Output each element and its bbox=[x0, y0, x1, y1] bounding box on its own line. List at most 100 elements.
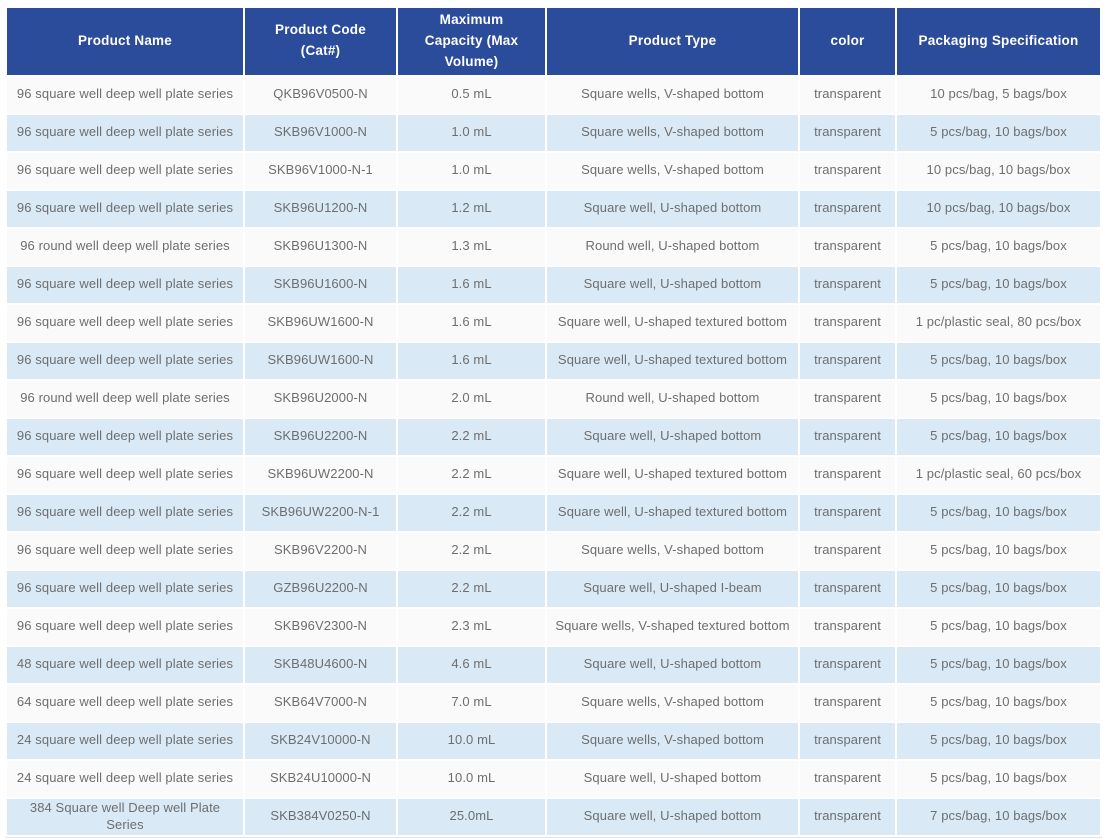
cell-name: 384 Square well Deep well Plate Series bbox=[7, 798, 243, 835]
cell-name: 96 square well deep well plate series bbox=[7, 190, 243, 227]
cell-color: transparent bbox=[800, 190, 895, 227]
cell-capacity: 10.0 mL bbox=[398, 722, 545, 759]
cell-code: SKB96UW1600-N bbox=[245, 304, 396, 341]
cell-type: Square wells, V-shaped bottom bbox=[547, 722, 798, 759]
cell-type: Square well, U-shaped textured bottom bbox=[547, 456, 798, 493]
table-row: 48 square well deep well plate series SKB… bbox=[7, 646, 1100, 683]
cell-color: transparent bbox=[800, 456, 895, 493]
cell-name: 64 square well deep well plate series bbox=[7, 684, 243, 721]
cell-color: transparent bbox=[800, 608, 895, 645]
cell-capacity: 1.2 mL bbox=[398, 190, 545, 227]
cell-color: transparent bbox=[800, 570, 895, 607]
cell-color: transparent bbox=[800, 494, 895, 531]
cell-type: Square well, U-shaped bottom bbox=[547, 190, 798, 227]
cell-code: SKB96UW1600-N bbox=[245, 342, 396, 379]
cell-capacity: 2.2 mL bbox=[398, 570, 545, 607]
cell-type: Round well, U-shaped bottom bbox=[547, 228, 798, 265]
cell-code: SKB384V0250-N bbox=[245, 798, 396, 835]
column-header-packaging: Packaging Specification bbox=[897, 8, 1100, 75]
cell-code: QKB96V0500-N bbox=[245, 76, 396, 113]
cell-code: SKB24U10000-N bbox=[245, 760, 396, 797]
cell-type: Square well, U-shaped textured bottom bbox=[547, 342, 798, 379]
cell-code: SKB96V1000-N-1 bbox=[245, 152, 396, 189]
cell-code: SKB96V2200-N bbox=[245, 532, 396, 569]
table-row: 96 square well deep well plate series SKB… bbox=[7, 494, 1100, 531]
cell-color: transparent bbox=[800, 684, 895, 721]
cell-packaging: 5 pcs/bag, 10 bags/box bbox=[897, 760, 1100, 797]
cell-name: 96 square well deep well plate series bbox=[7, 114, 243, 151]
product-table: Product Name Product Code (Cat#) Maximum C… bbox=[5, 6, 1102, 838]
cell-color: transparent bbox=[800, 380, 895, 417]
cell-type: Square wells, V-shaped bottom bbox=[547, 76, 798, 113]
cell-packaging: 5 pcs/bag, 10 bags/box bbox=[897, 494, 1100, 531]
column-header-type: Product Type bbox=[547, 8, 798, 75]
cell-name: 96 square well deep well plate series bbox=[7, 418, 243, 455]
cell-color: transparent bbox=[800, 646, 895, 683]
cell-color: transparent bbox=[800, 760, 895, 797]
cell-type: Square wells, V-shaped bottom bbox=[547, 152, 798, 189]
table-row: 96 square well deep well plate series SKB… bbox=[7, 342, 1100, 379]
table-row: 24 square well deep well plate series SKB… bbox=[7, 722, 1100, 759]
cell-code: SKB96V2300-N bbox=[245, 608, 396, 645]
cell-capacity: 2.2 mL bbox=[398, 456, 545, 493]
table-row: 96 round well deep well plate series SKB9… bbox=[7, 380, 1100, 417]
cell-type: Square well, U-shaped textured bottom bbox=[547, 494, 798, 531]
cell-packaging: 5 pcs/bag, 10 bags/box bbox=[897, 418, 1100, 455]
cell-color: transparent bbox=[800, 266, 895, 303]
cell-type: Square well, U-shaped bottom bbox=[547, 646, 798, 683]
cell-color: transparent bbox=[800, 342, 895, 379]
cell-code: SKB96U2000-N bbox=[245, 380, 396, 417]
cell-packaging: 7 pcs/bag, 10 bags/box bbox=[897, 798, 1100, 835]
cell-capacity: 2.2 mL bbox=[398, 418, 545, 455]
cell-type: Square wells, V-shaped bottom bbox=[547, 684, 798, 721]
cell-type: Square well, U-shaped textured bottom bbox=[547, 304, 798, 341]
cell-name: 96 square well deep well plate series bbox=[7, 342, 243, 379]
table-row: 384 Square well Deep well Plate Series SK… bbox=[7, 798, 1100, 835]
cell-capacity: 4.6 mL bbox=[398, 646, 545, 683]
cell-capacity: 2.2 mL bbox=[398, 494, 545, 531]
cell-code: SKB48U4600-N bbox=[245, 646, 396, 683]
cell-packaging: 1 pc/plastic seal, 60 pcs/box bbox=[897, 456, 1100, 493]
cell-packaging: 10 pcs/bag, 5 bags/box bbox=[897, 76, 1100, 113]
cell-color: transparent bbox=[800, 114, 895, 151]
cell-name: 24 square well deep well plate series bbox=[7, 722, 243, 759]
table-row: 96 square well deep well plate series SKB… bbox=[7, 532, 1100, 569]
cell-name: 96 round well deep well plate series bbox=[7, 380, 243, 417]
cell-packaging: 5 pcs/bag, 10 bags/box bbox=[897, 228, 1100, 265]
cell-name: 96 square well deep well plate series bbox=[7, 532, 243, 569]
cell-name: 96 square well deep well plate series bbox=[7, 76, 243, 113]
cell-packaging: 1 pc/plastic seal, 80 pcs/box bbox=[897, 304, 1100, 341]
cell-color: transparent bbox=[800, 418, 895, 455]
column-header-code: Product Code (Cat#) bbox=[245, 8, 396, 75]
cell-name: 96 square well deep well plate series bbox=[7, 152, 243, 189]
cell-capacity: 2.3 mL bbox=[398, 608, 545, 645]
cell-type: Square well, U-shaped I-beam bbox=[547, 570, 798, 607]
cell-type: Round well, U-shaped bottom bbox=[547, 380, 798, 417]
cell-name: 96 square well deep well plate series bbox=[7, 570, 243, 607]
cell-capacity: 25.0mL bbox=[398, 798, 545, 835]
table-row: 96 square well deep well plate series SKB… bbox=[7, 418, 1100, 455]
cell-color: transparent bbox=[800, 532, 895, 569]
table-row: 96 square well deep well plate series QKB… bbox=[7, 76, 1100, 113]
column-header-name: Product Name bbox=[7, 8, 243, 75]
cell-name: 96 square well deep well plate series bbox=[7, 266, 243, 303]
cell-packaging: 5 pcs/bag, 10 bags/box bbox=[897, 380, 1100, 417]
table-row: 96 square well deep well plate series SKB… bbox=[7, 190, 1100, 227]
cell-packaging: 5 pcs/bag, 10 bags/box bbox=[897, 266, 1100, 303]
cell-name: 24 square well deep well plate series bbox=[7, 760, 243, 797]
cell-code: SKB96U1200-N bbox=[245, 190, 396, 227]
cell-capacity: 0.5 mL bbox=[398, 76, 545, 113]
cell-capacity: 1.6 mL bbox=[398, 266, 545, 303]
cell-type: Square well, U-shaped bottom bbox=[547, 418, 798, 455]
cell-packaging: 5 pcs/bag, 10 bags/box bbox=[897, 532, 1100, 569]
cell-packaging: 5 pcs/bag, 10 bags/box bbox=[897, 722, 1100, 759]
cell-color: transparent bbox=[800, 304, 895, 341]
cell-capacity: 7.0 mL bbox=[398, 684, 545, 721]
cell-capacity: 1.0 mL bbox=[398, 114, 545, 151]
cell-color: transparent bbox=[800, 722, 895, 759]
cell-packaging: 5 pcs/bag, 10 bags/box bbox=[897, 608, 1100, 645]
table-row: 96 square well deep well plate series SKB… bbox=[7, 266, 1100, 303]
cell-capacity: 1.6 mL bbox=[398, 304, 545, 341]
cell-type: Square well, U-shaped bottom bbox=[547, 266, 798, 303]
